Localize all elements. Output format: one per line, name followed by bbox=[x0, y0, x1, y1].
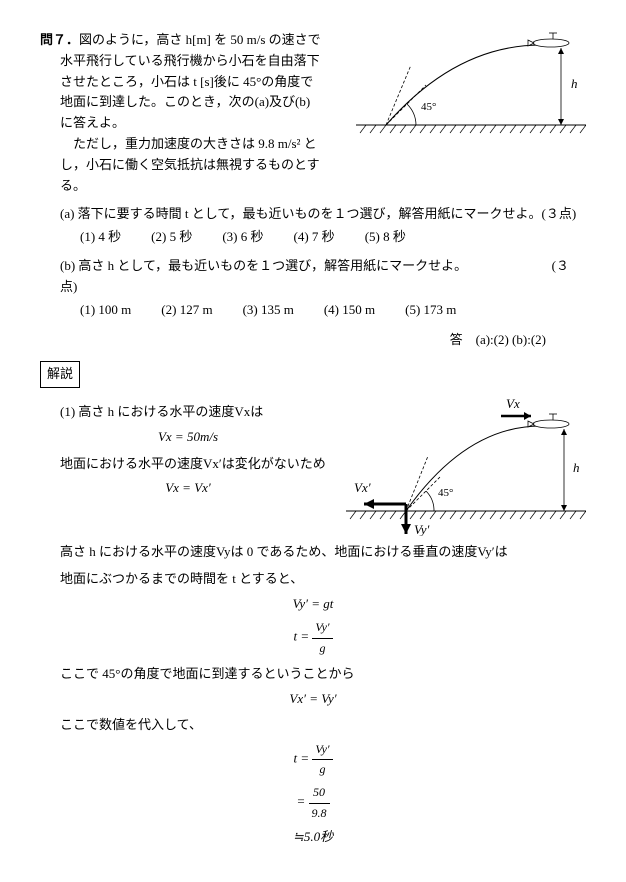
svg-text:Vy′: Vy′ bbox=[414, 522, 430, 536]
choice-b4: (4) 150 m bbox=[324, 300, 375, 321]
choice-b1: (1) 100 m bbox=[80, 300, 131, 321]
part-b-prompt: (b) 高さ h として，最も近いものを１つ選び，解答用紙にマークせよ。 (３点… bbox=[60, 256, 586, 298]
sol-p6: ここで数値を代入して、 bbox=[60, 715, 586, 736]
choice-b2: (2) 127 m bbox=[161, 300, 212, 321]
part-a-choices: (1) 4 秒 (2) 5 秒 (3) 6 秒 (4) 7 秒 (5) 8 秒 bbox=[80, 227, 586, 248]
explanation-text: (1) 高さ h における水平の速度Vxは Vx = 50m/s 地面における水… bbox=[40, 396, 336, 503]
eq-vxp-vyp: Vx′ = Vy′ bbox=[40, 689, 586, 710]
choice-a2: (2) 5 秒 bbox=[151, 227, 192, 248]
part-b-choices: (1) 100 m (2) 127 m (3) 135 m (4) 150 m … bbox=[80, 300, 586, 321]
sol-p3: 高さ h における水平の速度Vyは 0 であるため、地面における垂直の速度Vy′… bbox=[60, 542, 586, 563]
eq-t4: ≒5.0秒 bbox=[40, 827, 586, 848]
eq-vx-vxp: Vx = Vx′ bbox=[40, 478, 336, 499]
diagram-1: 45° h bbox=[356, 30, 586, 140]
svg-text:h: h bbox=[571, 76, 578, 91]
answer-line: 答 (a):(2) (b):(2) bbox=[40, 330, 546, 351]
explanation-header: 解説 bbox=[40, 361, 586, 388]
problem-label: 問７． bbox=[40, 32, 79, 47]
svg-text:h: h bbox=[573, 460, 580, 475]
eq-t3: = 509.8 bbox=[40, 783, 586, 822]
choice-a1: (1) 4 秒 bbox=[80, 227, 121, 248]
sol-p1: (1) 高さ h における水平の速度Vxは bbox=[60, 402, 336, 423]
eq-t2: t = Vy′g bbox=[40, 740, 586, 779]
eq-vx: Vx = 50m/s bbox=[40, 427, 336, 448]
diagram-2: 45° h Vx Vx′ Vy′ bbox=[346, 396, 586, 536]
sol-p2: 地面における水平の速度Vx′は変化がないため bbox=[60, 454, 336, 475]
angle-label: 45° bbox=[421, 101, 436, 113]
part-a-prompt: (a) 落下に要する時間 t として，最も近いものを１つ選び，解答用紙にマークせ… bbox=[60, 204, 586, 225]
eq-t1: t = Vy′g bbox=[40, 618, 586, 657]
svg-text:Vx: Vx bbox=[506, 396, 520, 411]
sol-p5: ここで 45°の角度で地面に到達するということから bbox=[60, 664, 586, 685]
choice-a4: (4) 7 秒 bbox=[294, 227, 335, 248]
sol-p4: 地面にぶつかるまでの時間を t とすると、 bbox=[60, 569, 586, 590]
choice-a5: (5) 8 秒 bbox=[365, 227, 406, 248]
problem-text: 問７．図のように，高さ h[m] を 50 m/s の速さで 水平飛行している飛… bbox=[40, 30, 346, 196]
explanation-row: (1) 高さ h における水平の速度Vxは Vx = 50m/s 地面における水… bbox=[40, 396, 586, 536]
choice-a3: (3) 6 秒 bbox=[222, 227, 263, 248]
eq-vyp: Vy′ = gt bbox=[40, 594, 586, 615]
svg-text:Vx′: Vx′ bbox=[354, 480, 371, 495]
problem-header: 問７．図のように，高さ h[m] を 50 m/s の速さで 水平飛行している飛… bbox=[40, 30, 586, 196]
choice-b5: (5) 173 m bbox=[405, 300, 456, 321]
explanation-label: 解説 bbox=[40, 361, 80, 388]
choice-b3: (3) 135 m bbox=[243, 300, 294, 321]
svg-text:45°: 45° bbox=[438, 487, 453, 499]
